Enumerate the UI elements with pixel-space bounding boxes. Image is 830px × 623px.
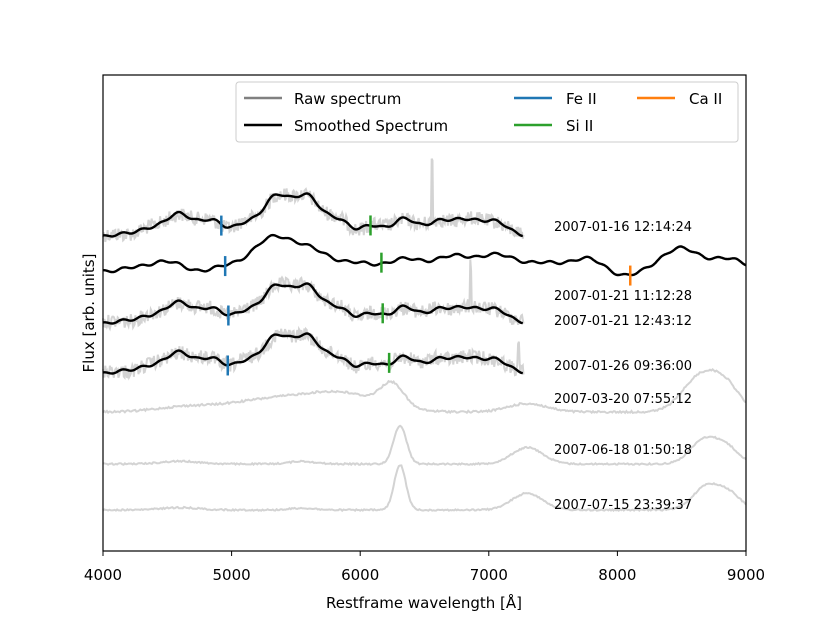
epoch-label: 2007-07-15 23:39:37 (554, 498, 692, 513)
x-tick-label: 4000 (84, 566, 122, 584)
legend-label-fe: Fe II (566, 90, 597, 108)
raw-spectrum-line (102, 367, 747, 415)
epoch-label: 2007-03-20 07:55:12 (554, 392, 692, 407)
raw-spectrum-line (102, 325, 525, 381)
legend-label-si: Si II (566, 117, 593, 135)
smoothed-spectrum-line (102, 332, 524, 375)
x-tick-label: 7000 (470, 566, 508, 584)
x-axis-ticks: 4000 5000 6000 7000 8000 9000 (84, 551, 765, 584)
epoch-label: 2007-01-21 11:12:28 (554, 289, 692, 304)
epoch-label: 2007-06-18 01:50:18 (554, 443, 692, 458)
raw-spectrum-line (102, 464, 747, 513)
x-tick-label: 5000 (213, 566, 251, 584)
x-tick-label: 8000 (598, 566, 636, 584)
legend-label-smoothed: Smoothed Spectrum (294, 117, 448, 135)
spectra-layer (102, 158, 747, 513)
x-tick-label: 9000 (727, 566, 765, 584)
smoothed-spectrum-line (103, 233, 747, 277)
line-marker-layer (220, 215, 632, 376)
epoch-label-layer: 2007-01-16 12:14:24 2007-01-21 11:12:28 20… (554, 220, 692, 513)
smoothed-spectrum-line (102, 192, 523, 238)
x-axis-label: Restframe wavelength [Å] (326, 593, 522, 612)
legend-box (235, 81, 739, 143)
plot-frame (102, 74, 747, 552)
raw-spectrum-line (102, 424, 747, 467)
raw-spectrum-line (102, 259, 525, 332)
y-axis-label: Flux [arb. units] (80, 254, 98, 373)
epoch-label: 2007-01-21 12:43:12 (554, 314, 692, 329)
legend-label-ca: Ca II (689, 90, 722, 108)
smoothed-spectrum-line (102, 282, 524, 325)
x-tick-label: 6000 (341, 566, 379, 584)
epoch-label: 2007-01-16 12:14:24 (554, 220, 692, 235)
raw-spectrum-line (102, 158, 525, 243)
epoch-label: 2007-01-26 09:36:00 (554, 359, 692, 374)
legend-label-raw: Raw spectrum (294, 90, 401, 108)
legend: Raw spectrum Smoothed Spectrum Fe II Si … (235, 81, 739, 143)
